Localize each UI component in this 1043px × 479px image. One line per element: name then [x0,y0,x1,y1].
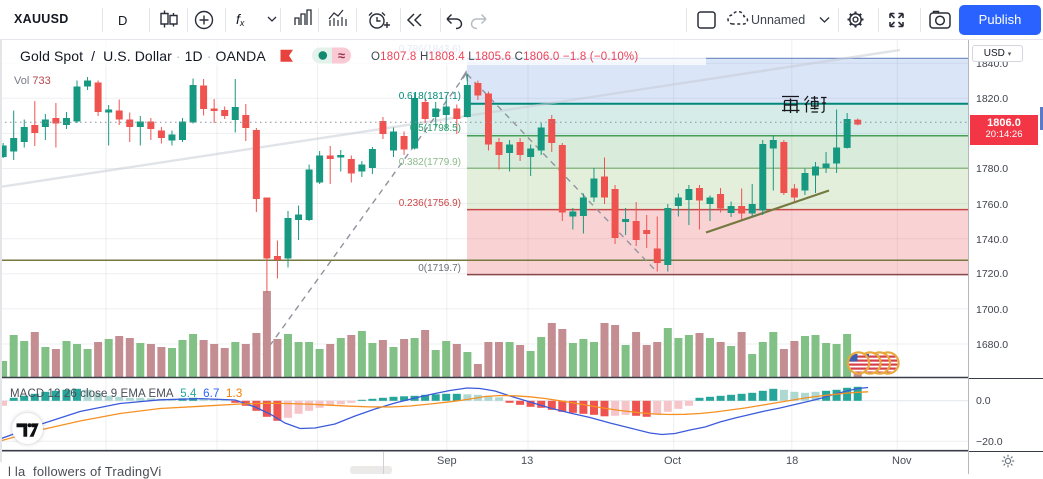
svg-text:≈: ≈ [338,48,345,63]
